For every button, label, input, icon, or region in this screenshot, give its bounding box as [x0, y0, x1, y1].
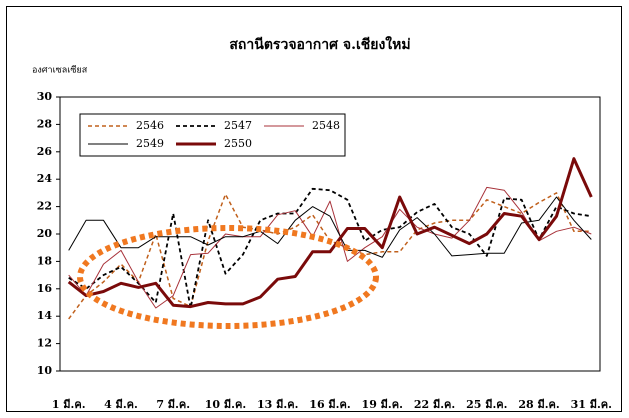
legend-box: [79, 113, 346, 157]
x-tick-label: 13 มี.ค.: [257, 398, 298, 411]
legend-label: 2550: [224, 137, 252, 150]
series-line: [67, 157, 593, 309]
series-line: [68, 196, 592, 258]
x-tick-label: 19 มี.ค.: [362, 398, 403, 411]
chart-title: สถานีตรวจอากาศ จ.เชียงใหม่: [229, 35, 410, 53]
chart-frame: [6, 6, 622, 412]
y-tick-label: 24: [37, 172, 53, 185]
highlight-ellipse: [77, 225, 379, 329]
y-tick-label: 14: [37, 309, 53, 322]
x-tick-label: 22 มี.ค.: [414, 398, 455, 411]
x-tick-label: 25 มี.ค.: [466, 398, 507, 411]
legend-label: 2549: [136, 137, 164, 150]
legend-label: 2547: [224, 119, 252, 132]
y-tick-label: 10: [37, 364, 53, 377]
series-line: [68, 186, 592, 309]
y-axis-label: องศาเซลเซียส: [32, 65, 88, 76]
y-tick-label: 26: [37, 145, 53, 158]
y-tick-label: 22: [37, 200, 52, 213]
y-tick-label: 12: [37, 337, 52, 350]
x-tick-label: 7 มี.ค.: [156, 398, 190, 411]
y-tick-label: 28: [37, 117, 53, 130]
y-tick-label: 18: [37, 254, 53, 267]
y-tick-label: 16: [37, 282, 53, 295]
x-tick-label: 31 มี.ค.: [571, 398, 612, 411]
x-tick-label: 28 มี.ค.: [518, 398, 559, 411]
legend-label: 2548: [312, 119, 340, 132]
x-tick-label: 1 มี.ค.: [52, 398, 86, 411]
x-tick-label: 4 มี.ค.: [104, 398, 138, 411]
y-tick-label: 30: [37, 90, 53, 103]
x-tick-label: 10 มี.ค.: [205, 398, 246, 411]
legend-label: 2546: [136, 119, 164, 132]
y-tick-label: 20: [37, 227, 53, 240]
x-tick-label: 16 มี.ค.: [309, 398, 350, 411]
